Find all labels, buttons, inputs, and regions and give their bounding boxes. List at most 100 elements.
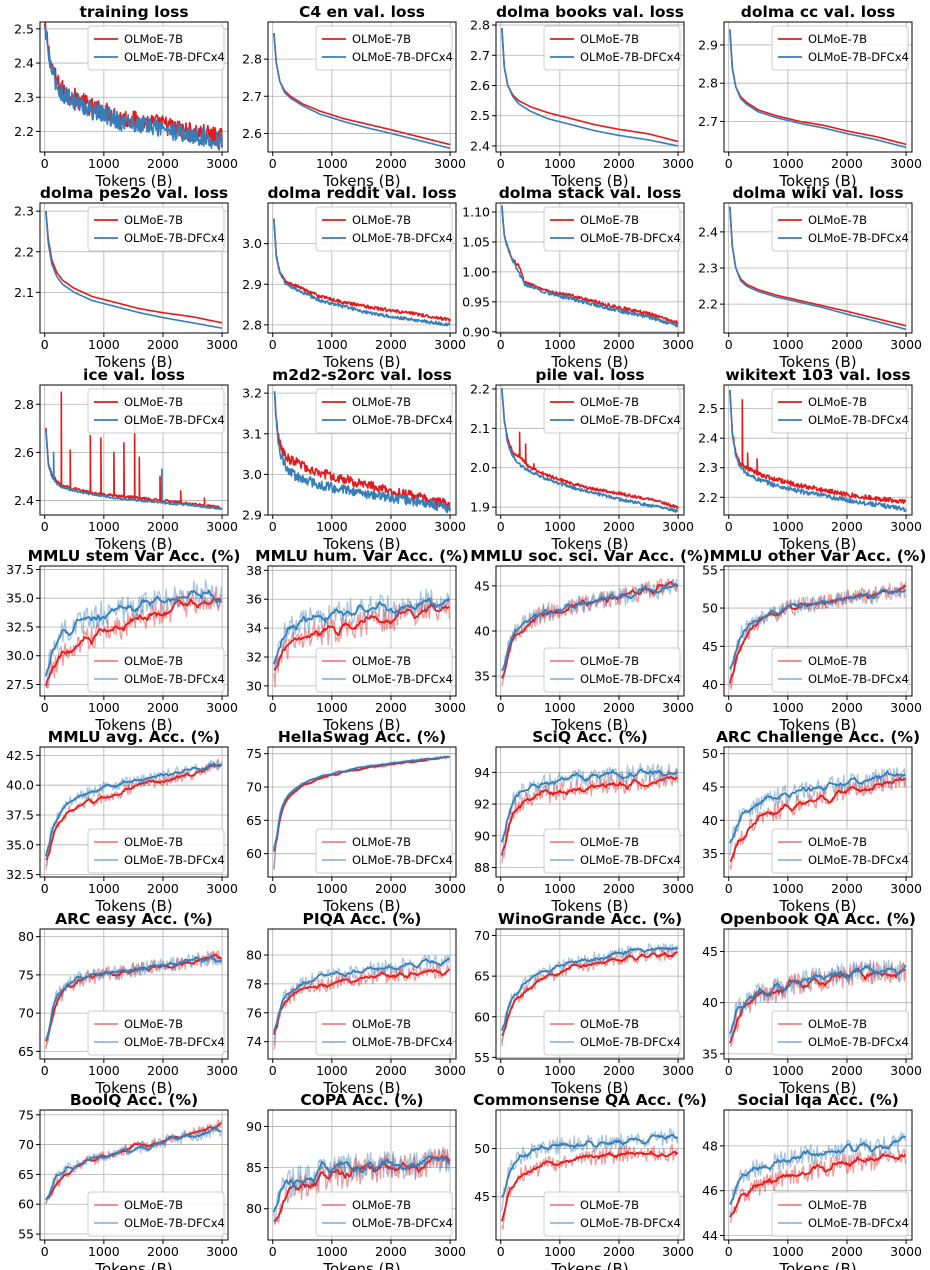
series-group [45,579,223,689]
legend: OLMoE-7B OLMoE-7B-DFCx4 [87,828,225,874]
y-tick-label: 27.5 [6,677,34,692]
x-axis-label: Tokens (B) [778,535,856,553]
series-line-2 [45,430,223,510]
y-tick-label: 2.3 [698,261,718,276]
y-tick-label: 45 [474,1189,490,1204]
legend-box [543,25,681,71]
series-line-2 [729,206,907,331]
subplot-title: ice val. loss [83,366,185,384]
x-tick-label: 0 [269,881,277,896]
y-tick-label: 55 [702,562,718,577]
x-tick-label: 1000 [88,519,120,534]
subplot-7: 0 1000 2000 3000 0.90 0.95 1.00 1.05 1.10 dolma s… [462,184,694,371]
legend-box [87,25,225,71]
legend-box [87,388,225,434]
x-tick-label: 2000 [375,700,407,715]
y-tick-label: 2.1 [14,285,34,300]
subplot-title: MMLU soc. sci. Var Acc. (%) [470,547,710,565]
x-tick-label: 0 [497,519,505,534]
series-line-2 [45,956,223,1041]
legend-label: OLMoE-7B-DFCx4 [124,1216,225,1230]
x-tick-label: 3000 [206,700,238,715]
subplot-title: dolma wiki val. loss [732,184,903,202]
legend: OLMoE-7B OLMoE-7B-DFCx4 [87,206,225,252]
series-line-2 [273,391,451,514]
legend-box [543,388,681,434]
legend-label: OLMoE-7B [580,395,639,409]
legend: OLMoE-7B OLMoE-7B-DFCx4 [771,828,909,874]
x-tick-label: 0 [725,881,733,896]
x-tick-label: 0 [497,881,505,896]
y-tick-label: 65 [18,1167,34,1182]
y-tick-label: 46 [702,1183,718,1198]
x-tick-label: 3000 [206,1244,238,1259]
series-line-1 [501,1150,679,1222]
legend-label: OLMoE-7B-DFCx4 [808,231,909,245]
series-line-2 [45,1127,222,1201]
y-tick-label: 88 [474,860,490,875]
x-axis-label: Tokens (B) [322,1079,400,1097]
y-tick-label: 36 [246,592,262,607]
y-tick-label: 2.4 [698,431,718,446]
legend-label: OLMoE-7B-DFCx4 [124,50,225,64]
x-tick-label: 3000 [662,156,694,171]
x-axis-label: Tokens (B) [778,716,856,734]
series-group [501,27,679,147]
legend-label: OLMoE-7B [808,213,867,227]
legend-label: OLMoE-7B [124,654,183,668]
x-tick-label: 1000 [544,519,576,534]
subplot-title: PIQA Acc. (%) [302,910,421,928]
y-tick-label: 2.6 [14,445,34,460]
plot-frame [39,565,229,697]
x-axis-label: Tokens (B) [550,1260,628,1270]
subplot-22: 0 1000 2000 3000 74 76 78 80 PIQA Acc. (%) Tokens… [246,910,466,1097]
y-tick-label: 40 [702,813,718,828]
plot-frame [723,928,913,1060]
series-group [45,391,223,510]
legend: OLMoE-7B OLMoE-7B-DFCx4 [315,828,453,874]
series-line-1 [273,391,451,509]
series-line-2 [729,588,906,670]
x-axis-label: Tokens (B) [550,716,628,734]
x-tick-label: 2000 [603,1063,635,1078]
x-tick-label: 1000 [544,1244,576,1259]
x-tick-label: 0 [269,337,277,352]
y-tick-label: 2.5 [698,401,718,416]
legend-box [87,828,225,874]
legend-label: OLMoE-7B [124,1198,183,1212]
subplot-27: 0 1000 2000 3000 45 50 Commonsense QA Acc. (%)… [473,1091,707,1270]
y-tick-label: 42.5 [6,748,34,763]
legend-box [315,1010,453,1056]
series-line-2 [43,26,223,151]
series-group [729,959,907,1047]
legend-label: OLMoE-7B [352,395,411,409]
legend-label: OLMoE-7B-DFCx4 [352,853,453,867]
y-tick-label: 2.5 [14,21,34,36]
legend-label: OLMoE-7B [808,32,867,46]
y-tick-label: 30.0 [6,648,34,663]
series-line-1 [729,206,907,327]
subplot-12: 0 1000 2000 3000 2.2 2.3 2.4 2.5 wikitext 103 va… [698,366,922,553]
legend-box [315,647,453,693]
x-tick-label: 3000 [434,337,466,352]
plot-frame [267,384,457,516]
series-group [273,391,451,514]
x-tick-label: 0 [269,519,277,534]
x-tick-label: 3000 [890,156,922,171]
x-tick-label: 2000 [147,1244,179,1259]
y-tick-label: 2.7 [242,89,262,104]
plot-frame [495,21,685,153]
x-tick-label: 3000 [662,519,694,534]
series-line-2 [45,589,223,677]
subplot-26: 0 1000 2000 3000 80 85 90 COPA Acc. (%) Tokens (… [246,1091,466,1270]
legend: OLMoE-7B OLMoE-7B-DFCx4 [771,206,909,252]
y-tick-label: 3.0 [242,236,262,251]
subplot-title: dolma books val. loss [496,3,684,21]
series-line-1 [501,775,678,856]
x-tick-label: 0 [41,519,49,534]
y-tick-label: 2.8 [242,317,262,332]
legend-box [771,828,909,874]
series-line-1 [45,763,223,861]
